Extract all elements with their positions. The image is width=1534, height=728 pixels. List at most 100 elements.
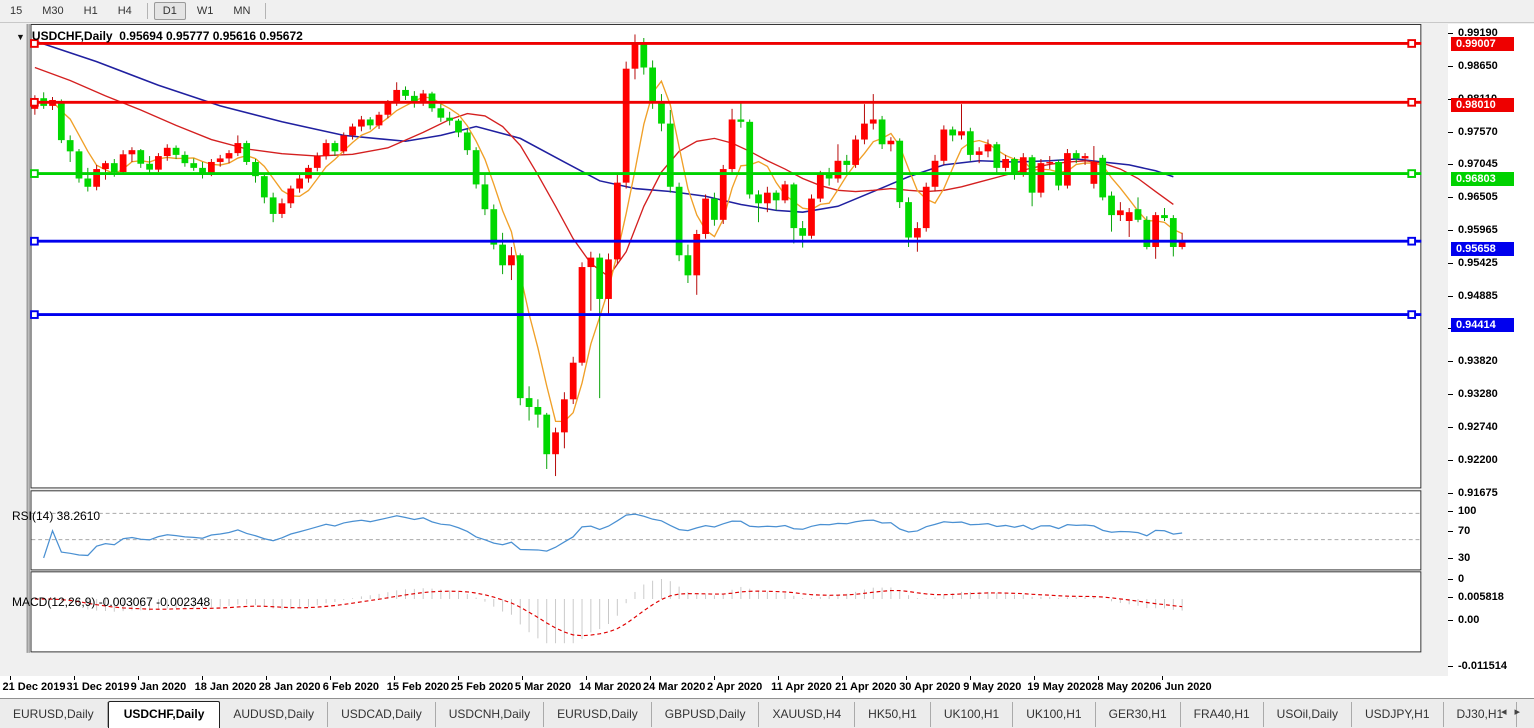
candle [534,406,542,415]
chart-tab-usoil-daily[interactable]: USOil,Daily [1264,702,1353,727]
chart-tab-xauusd-h4[interactable]: XAUUSD,H4 [759,702,856,727]
candle [940,129,948,161]
chart-tab-uk100-h1[interactable]: UK100,H1 [931,702,1014,727]
level-line-handle[interactable] [30,236,39,246]
price-axis-label: 0.99190 [1458,26,1498,39]
macd-axis-label: 0.00 [1458,613,1480,626]
main-price-panel[interactable] [30,23,1422,489]
chart-tab-audusd-daily[interactable]: AUDUSD,Daily [220,702,329,727]
chart-tab-uk100-h1[interactable]: UK100,H1 [1013,702,1096,727]
level-line-handle[interactable] [1407,236,1417,246]
price-level-marker: 0.95658 [1451,242,1514,257]
macd-histogram [43,578,1183,644]
candle [1072,153,1080,159]
candle [1143,219,1151,247]
level-line-handle[interactable] [1407,39,1417,48]
candle [869,119,877,124]
candle [711,198,718,220]
timeframe-button-m30[interactable]: M30 [42,5,64,17]
level-line-handle[interactable] [30,97,39,107]
chart-tab-gbpusd-daily[interactable]: GBPUSD,Daily [652,702,760,727]
price-axis-label: 0.96505 [1458,190,1498,203]
candle [296,178,303,189]
candle [375,114,383,126]
candle [958,131,965,136]
price-axis-tick [1448,361,1453,363]
chart-tab-usdcad-daily[interactable]: USDCAD,Daily [328,702,436,727]
rsi-axis-tick [1448,578,1453,580]
chart-tab-usdcnh-daily[interactable]: USDCNH,Daily [436,702,545,727]
candle [799,228,807,236]
level-line-handle[interactable] [30,169,39,178]
candle [914,228,921,238]
chart-tab-dj30-h1[interactable]: DJ30,H1 [1444,702,1518,727]
rsi-axis-label: 30 [1458,552,1471,565]
candle [216,158,224,162]
date-axis[interactable]: 21 Dec 2019 31 Dec 2019 9 Jan 2020 18 Jan 2… [0,676,1534,698]
candle [640,42,648,68]
candle [358,119,365,127]
price-axis-tick [1448,32,1453,34]
rsi-panel[interactable] [30,490,1422,571]
candle [1037,163,1045,193]
candle [763,192,771,204]
chart-dropdown-icon[interactable]: ▼ [16,32,25,42]
candle [1064,153,1071,186]
chart-tab-hk50-h1[interactable]: HK50,H1 [855,702,931,727]
timeframe-button-15[interactable]: 15 [10,5,23,17]
timeframe-button-h1[interactable]: H1 [83,5,98,17]
candle [719,169,727,220]
macd-axis-label: 0.005818 [1458,590,1504,603]
chart-tab-ger30-h1[interactable]: GER30,H1 [1096,702,1181,727]
level-line-handle[interactable] [1407,169,1417,178]
level-line-handle[interactable] [30,39,39,48]
chart-tab-usdjpy-h1[interactable]: USDJPY,H1 [1352,702,1444,727]
level-line-handle[interactable] [30,310,39,319]
main-chart-canvas[interactable] [0,23,1448,676]
price-axis-tick [1448,131,1453,133]
candle [402,89,409,96]
price-axis-tick [1448,196,1453,198]
candle [499,244,506,266]
fast-ma-line [43,79,1183,423]
chart-tab-eurusd-daily[interactable]: EURUSD,Daily [0,702,108,727]
candle [843,160,851,165]
price-axis-tick [1448,394,1453,396]
candle [207,161,215,174]
macd-panel[interactable] [30,571,1422,653]
timeframe-button-d1[interactable]: D1 [153,2,186,20]
candle [693,233,701,276]
candle [587,257,595,268]
timeframe-button-mn[interactable]: MN [233,5,251,17]
level-line-handle[interactable] [1407,310,1417,319]
chart-window[interactable] [0,23,1448,676]
candle [393,89,401,103]
date-axis-tick [521,676,523,680]
candle [102,163,109,170]
rsi-axis-tick [1448,558,1453,560]
timeframe-toolbar: 15 M30 H1 H4 D1 W1 MN [0,0,1534,23]
candle [93,169,101,187]
tab-scroll-right-icon[interactable]: ▸ [1514,706,1528,718]
date-label: 21 Apr 2020 [835,681,897,693]
price-axis[interactable]: 0.991900.986500.981100.975700.970450.965… [1448,24,1534,676]
chart-tab-usdchf-daily[interactable]: USDCHF,Daily [107,701,221,728]
candle [508,255,515,266]
candle [199,167,206,174]
date-axis-tick [906,676,908,680]
chart-tab-fra40-h1[interactable]: FRA40,H1 [1181,702,1264,727]
candle [1002,159,1010,168]
date-axis-tick [778,676,780,680]
timeframe-button-w1[interactable]: W1 [196,5,214,17]
tab-scroll-left-icon[interactable]: ◂ [1500,706,1515,718]
chart-tab-eurusd-daily[interactable]: EURUSD,Daily [544,702,652,727]
candle [269,197,277,214]
candle [110,163,118,173]
level-line-handle[interactable] [1407,97,1417,107]
candle [1108,195,1115,216]
macd-axis-tick [1448,619,1453,621]
candle [1125,212,1133,222]
timeframe-button-h4[interactable]: H4 [117,5,132,17]
candle [1011,159,1018,174]
candle [1134,209,1142,220]
